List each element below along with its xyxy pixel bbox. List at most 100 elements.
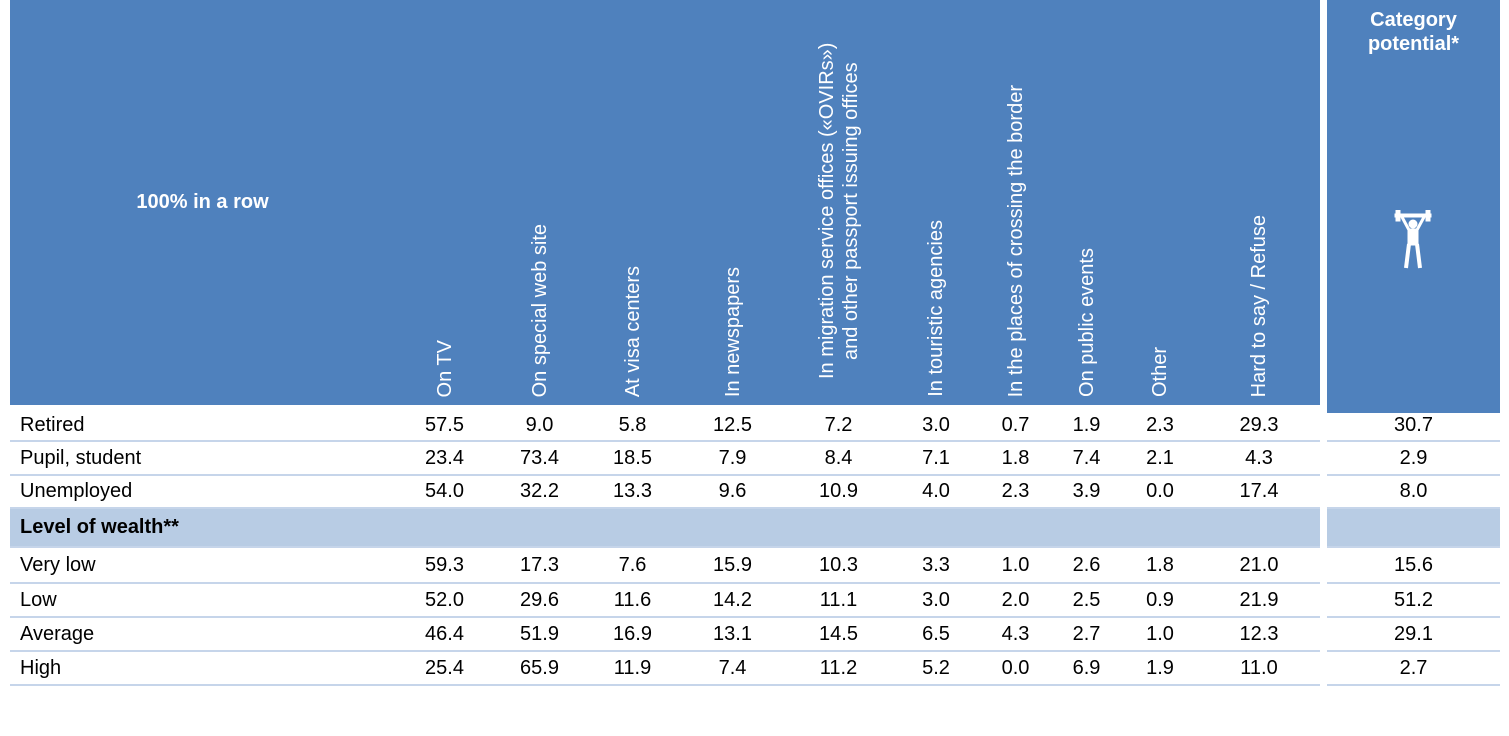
value-cell: 2.3 (980, 476, 1051, 509)
potential-header: Category potential* (1327, 0, 1500, 413)
corner-header: 100% in a row (10, 0, 395, 405)
value-cell: 3.0 (892, 584, 980, 618)
value-cell: 11.1 (785, 584, 892, 618)
row-label: Retired (10, 410, 395, 442)
value-cell: 6.5 (892, 618, 980, 652)
row-label: Average (10, 618, 395, 652)
value-cell: 3.9 (1051, 476, 1122, 509)
value-cell: 52.0 (395, 584, 494, 618)
value-cell: 1.0 (1122, 618, 1198, 652)
value-cell: 17.3 (494, 548, 585, 584)
column-title: Other (1149, 346, 1171, 397)
value-cell: 3.3 (892, 548, 980, 584)
column-title: Hard to say / Refuse (1248, 214, 1270, 397)
value-cell: 6.9 (1051, 652, 1122, 686)
value-cell: 4.3 (1198, 442, 1320, 476)
column-header: Hard to say / Refuse (1198, 0, 1320, 405)
value-cell: 16.9 (585, 618, 680, 652)
value-cell: 54.0 (395, 476, 494, 509)
weightlifter-icon (1394, 210, 1432, 269)
value-cell: 1.9 (1122, 652, 1198, 686)
value-cell: 59.3 (395, 548, 494, 584)
value-cell: 2.6 (1051, 548, 1122, 584)
value-cell: 1.8 (1122, 548, 1198, 584)
column-header: On public events (1051, 0, 1122, 405)
value-cell: 51.9 (494, 618, 585, 652)
value-cell: 12.5 (680, 410, 785, 442)
value-cell: 14.2 (680, 584, 785, 618)
value-cell: 9.0 (494, 410, 585, 442)
value-cell: 46.4 (395, 618, 494, 652)
value-cell: 0.9 (1122, 584, 1198, 618)
value-cell: 11.9 (585, 652, 680, 686)
column-header: In migration service offices («OVIRs») a… (785, 0, 892, 405)
value-cell: 2.5 (1051, 584, 1122, 618)
value-cell: 15.9 (680, 548, 785, 584)
column-header: At visa centers (585, 0, 680, 405)
column-header: In touristic agencies (892, 0, 980, 405)
value-cell: 7.1 (892, 442, 980, 476)
value-cell: 29.6 (494, 584, 585, 618)
value-cell: 0.7 (980, 410, 1051, 442)
value-cell: 11.2 (785, 652, 892, 686)
potential-cell: 51.2 (1327, 584, 1500, 618)
value-cell: 0.0 (1122, 476, 1198, 509)
column-header: Other (1122, 0, 1198, 405)
value-cell: 1.8 (980, 442, 1051, 476)
column-title: In touristic agencies (925, 220, 947, 397)
value-cell: 11.6 (585, 584, 680, 618)
value-cell: 4.3 (980, 618, 1051, 652)
section-label: Level of wealth** (10, 509, 1320, 548)
value-cell: 7.6 (585, 548, 680, 584)
potential-cell: 29.1 (1327, 618, 1500, 652)
value-cell: 13.1 (680, 618, 785, 652)
column-title: In the places of crossing the border (1004, 84, 1027, 397)
column-header: In newspapers (680, 0, 785, 405)
value-cell: 0.0 (980, 652, 1051, 686)
value-cell: 29.3 (1198, 410, 1320, 442)
value-cell: 11.0 (1198, 652, 1320, 686)
column-title: In newspapers (721, 266, 744, 397)
value-cell: 32.2 (494, 476, 585, 509)
value-cell: 10.9 (785, 476, 892, 509)
potential-cell: 30.7 (1327, 410, 1500, 442)
value-cell: 5.2 (892, 652, 980, 686)
value-cell: 14.5 (785, 618, 892, 652)
value-cell: 1.0 (980, 548, 1051, 584)
row-label: Low (10, 584, 395, 618)
value-cell: 13.3 (585, 476, 680, 509)
value-cell: 8.4 (785, 442, 892, 476)
column-title: In migration service offices («OVIRs») a… (815, 42, 862, 380)
value-cell: 2.7 (1051, 618, 1122, 652)
row-label: High (10, 652, 395, 686)
value-cell: 2.1 (1122, 442, 1198, 476)
column-title: At visa centers (621, 265, 644, 397)
value-cell: 21.0 (1198, 548, 1320, 584)
value-cell: 5.8 (585, 410, 680, 442)
value-cell: 10.3 (785, 548, 892, 584)
potential-title: Category potential* (1367, 9, 1460, 55)
row-label: Pupil, student (10, 442, 395, 476)
row-label: Very low (10, 548, 395, 584)
value-cell: 4.0 (892, 476, 980, 509)
value-cell: 1.9 (1051, 410, 1122, 442)
value-cell: 7.2 (785, 410, 892, 442)
value-cell: 65.9 (494, 652, 585, 686)
column-title: On special web site (528, 223, 551, 397)
value-cell: 21.9 (1198, 584, 1320, 618)
value-cell: 7.4 (1051, 442, 1122, 476)
section-fill (1327, 509, 1500, 548)
value-cell: 18.5 (585, 442, 680, 476)
value-cell: 23.4 (395, 442, 494, 476)
value-cell: 2.3 (1122, 410, 1198, 442)
value-cell: 3.0 (892, 410, 980, 442)
value-cell: 7.4 (680, 652, 785, 686)
row-label: Unemployed (10, 476, 395, 509)
column-header: On special web site (494, 0, 585, 405)
potential-cell: 8.0 (1327, 476, 1500, 509)
potential-cell: 2.7 (1327, 652, 1500, 686)
column-header: On TV (395, 0, 494, 405)
value-cell: 25.4 (395, 652, 494, 686)
value-cell: 12.3 (1198, 618, 1320, 652)
